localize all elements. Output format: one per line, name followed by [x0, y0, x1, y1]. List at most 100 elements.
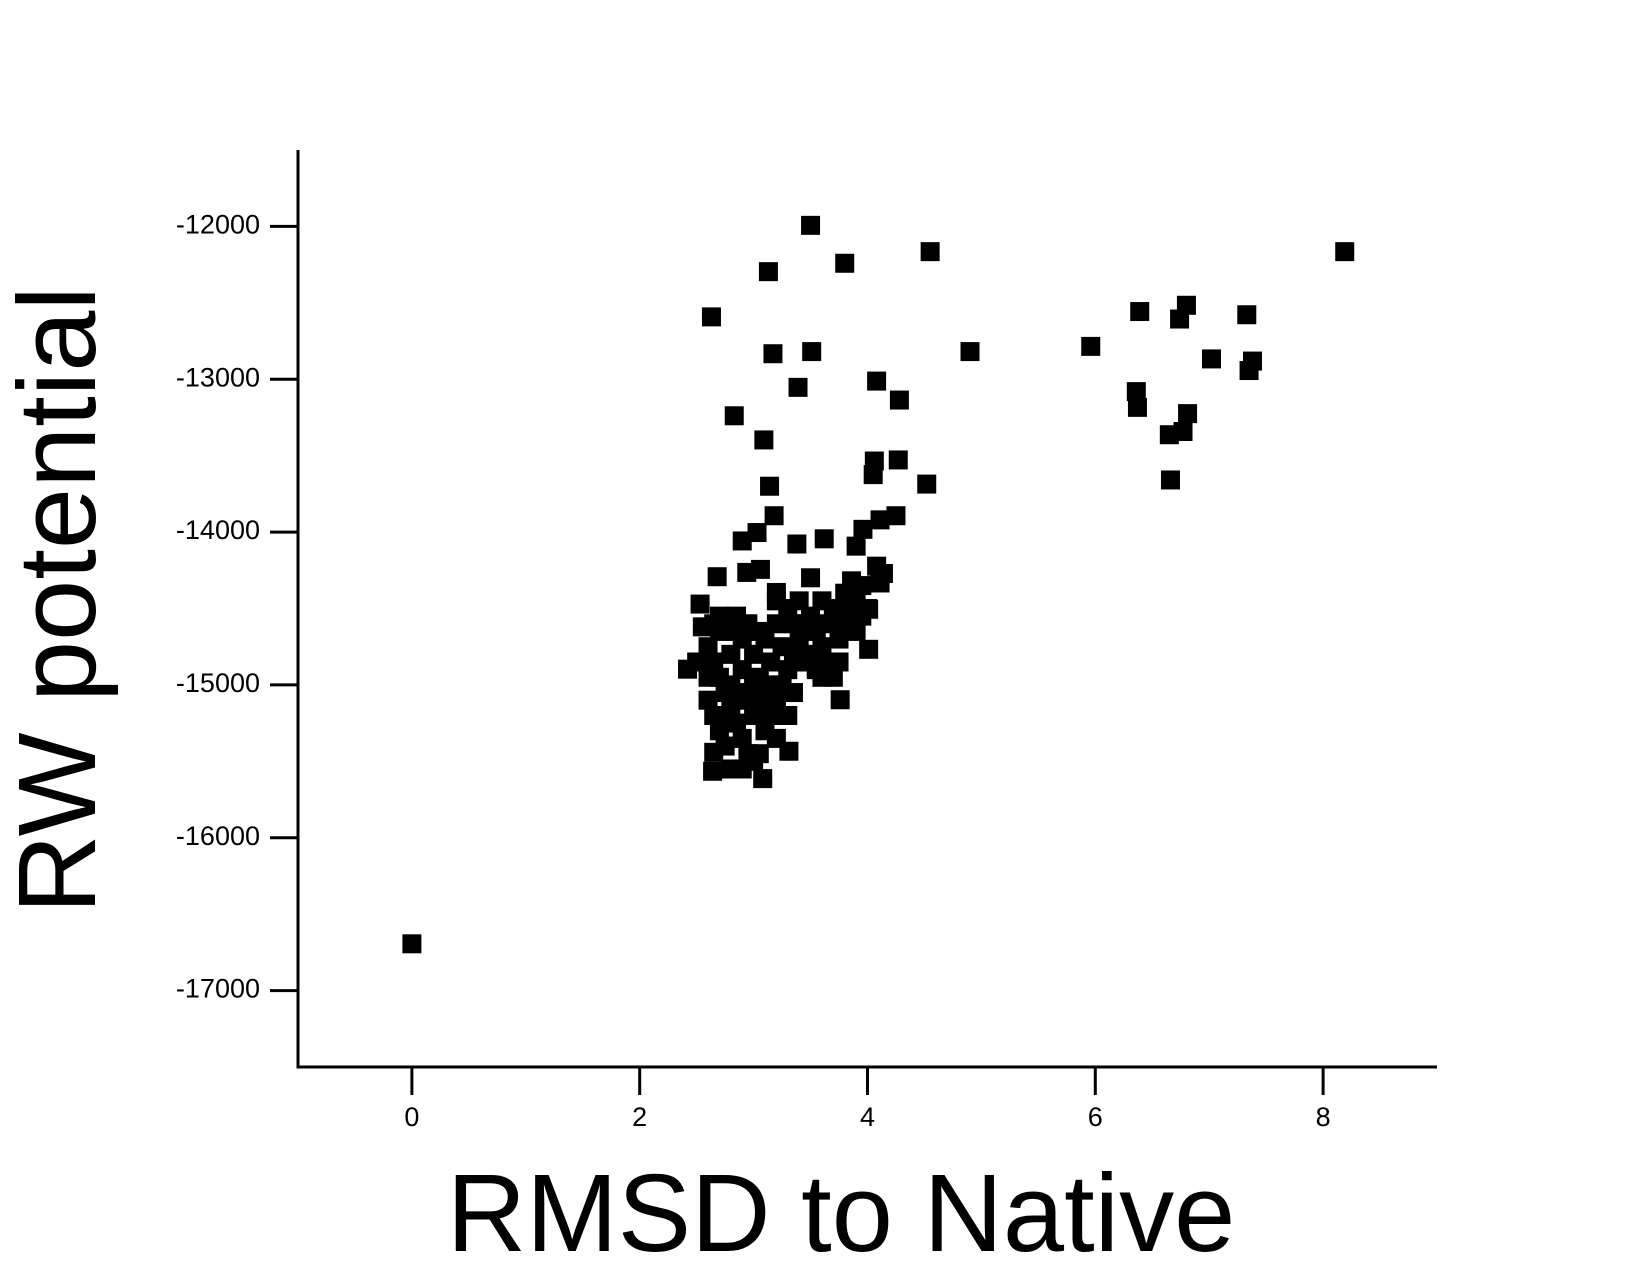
x-tick-label: 6 [1088, 1102, 1103, 1132]
y-tick-label: -16000 [176, 821, 260, 851]
point [701, 307, 721, 327]
point [917, 474, 937, 494]
point [755, 690, 775, 710]
point [870, 573, 890, 593]
point [830, 690, 850, 710]
point [795, 652, 815, 672]
point [829, 629, 849, 649]
point [814, 529, 834, 549]
y-tick-label: -12000 [176, 210, 260, 240]
point [846, 621, 866, 641]
point [758, 262, 778, 282]
y-tick-label: -14000 [176, 515, 260, 545]
point [766, 614, 786, 634]
point [698, 690, 718, 710]
point [812, 667, 832, 687]
point [760, 476, 780, 496]
point [732, 759, 752, 779]
point [764, 506, 784, 526]
y-tick-label: -17000 [176, 974, 260, 1004]
point [744, 705, 764, 725]
point [698, 667, 718, 687]
y-tick-label: -15000 [176, 668, 260, 698]
point [721, 644, 741, 664]
point [704, 652, 724, 672]
point [704, 614, 724, 634]
point [732, 728, 752, 748]
point [783, 683, 803, 703]
point [829, 652, 849, 672]
point [852, 576, 872, 596]
point [858, 599, 877, 618]
y-tick-label: -13000 [176, 362, 260, 392]
point [761, 705, 781, 725]
point [772, 637, 792, 657]
point [859, 639, 879, 659]
point [749, 744, 769, 764]
point [1130, 302, 1150, 322]
point [747, 523, 767, 543]
point [1126, 382, 1146, 402]
x-tick-label: 2 [632, 1102, 647, 1132]
point [766, 728, 786, 748]
point [727, 621, 747, 641]
point [749, 621, 769, 641]
point [863, 465, 883, 485]
x-tick-label: 4 [860, 1102, 875, 1132]
point [1159, 425, 1179, 445]
point [763, 344, 783, 364]
point [709, 721, 729, 741]
point [753, 769, 773, 789]
point [707, 567, 727, 587]
point [787, 534, 807, 554]
point [715, 705, 735, 725]
point [690, 594, 710, 614]
point [835, 583, 855, 603]
point [1127, 397, 1147, 417]
point [761, 652, 781, 672]
point [801, 215, 821, 235]
point [889, 390, 909, 410]
point [1160, 470, 1180, 490]
x-axis-title: RMSD to Native [447, 1152, 1236, 1275]
point [960, 342, 980, 362]
point [853, 519, 873, 539]
point [788, 377, 808, 397]
point [1178, 404, 1198, 424]
point [732, 531, 752, 551]
point [732, 660, 752, 680]
point [888, 450, 908, 470]
point [778, 705, 798, 725]
point [724, 406, 744, 426]
point [778, 660, 798, 680]
point [766, 591, 786, 611]
point [818, 614, 838, 634]
y-axis-title: RW potential [0, 286, 119, 914]
point [744, 644, 764, 664]
point [812, 591, 832, 611]
point [1201, 349, 1221, 369]
point [886, 506, 906, 526]
point [920, 242, 940, 262]
point [1176, 295, 1196, 315]
point [870, 510, 890, 530]
point [835, 253, 855, 273]
point [1335, 242, 1355, 262]
point [801, 568, 821, 588]
point [783, 614, 803, 634]
point [1081, 336, 1101, 356]
x-tick-label: 0 [404, 1102, 419, 1132]
point [703, 761, 723, 781]
point [1239, 361, 1259, 381]
point [846, 536, 866, 556]
point [802, 342, 822, 362]
point [698, 637, 718, 657]
point [754, 430, 774, 450]
point [402, 934, 422, 954]
point [687, 652, 707, 672]
point [867, 371, 887, 391]
point [732, 683, 752, 703]
point [715, 736, 735, 756]
point [789, 629, 809, 649]
point [801, 606, 821, 626]
